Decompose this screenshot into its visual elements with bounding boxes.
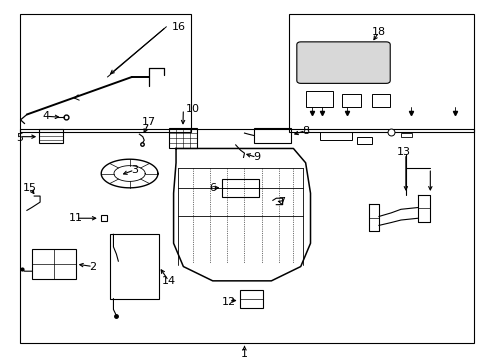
FancyBboxPatch shape (296, 42, 389, 84)
Text: 2: 2 (89, 262, 96, 271)
Text: 6: 6 (209, 183, 216, 193)
Bar (222, 179, 259, 197)
Text: 17: 17 (142, 117, 156, 127)
Text: 18: 18 (371, 27, 385, 37)
Text: 5: 5 (16, 133, 23, 143)
Bar (305, 91, 332, 107)
Bar (400, 133, 411, 137)
Bar (20, 129, 473, 343)
Text: 4: 4 (43, 111, 50, 121)
Text: 10: 10 (186, 104, 200, 114)
Bar (371, 94, 389, 107)
Text: 12: 12 (222, 297, 235, 307)
Bar (32, 249, 76, 279)
Bar (356, 138, 371, 144)
Text: 14: 14 (162, 276, 175, 286)
Bar (110, 234, 159, 299)
Text: 13: 13 (396, 147, 409, 157)
Bar (39, 129, 62, 143)
Bar (239, 290, 263, 309)
Text: 15: 15 (23, 183, 37, 193)
Text: 7: 7 (277, 197, 284, 207)
Text: 16: 16 (171, 22, 185, 32)
Text: 8: 8 (302, 126, 308, 136)
Bar (320, 132, 351, 140)
Bar (254, 128, 290, 143)
Text: 11: 11 (69, 213, 82, 223)
Text: 1: 1 (241, 349, 247, 359)
Bar (168, 128, 197, 148)
Bar (342, 94, 360, 107)
Bar (288, 14, 473, 132)
Bar (20, 14, 190, 132)
Text: 9: 9 (253, 152, 260, 162)
Text: 3: 3 (131, 165, 138, 175)
